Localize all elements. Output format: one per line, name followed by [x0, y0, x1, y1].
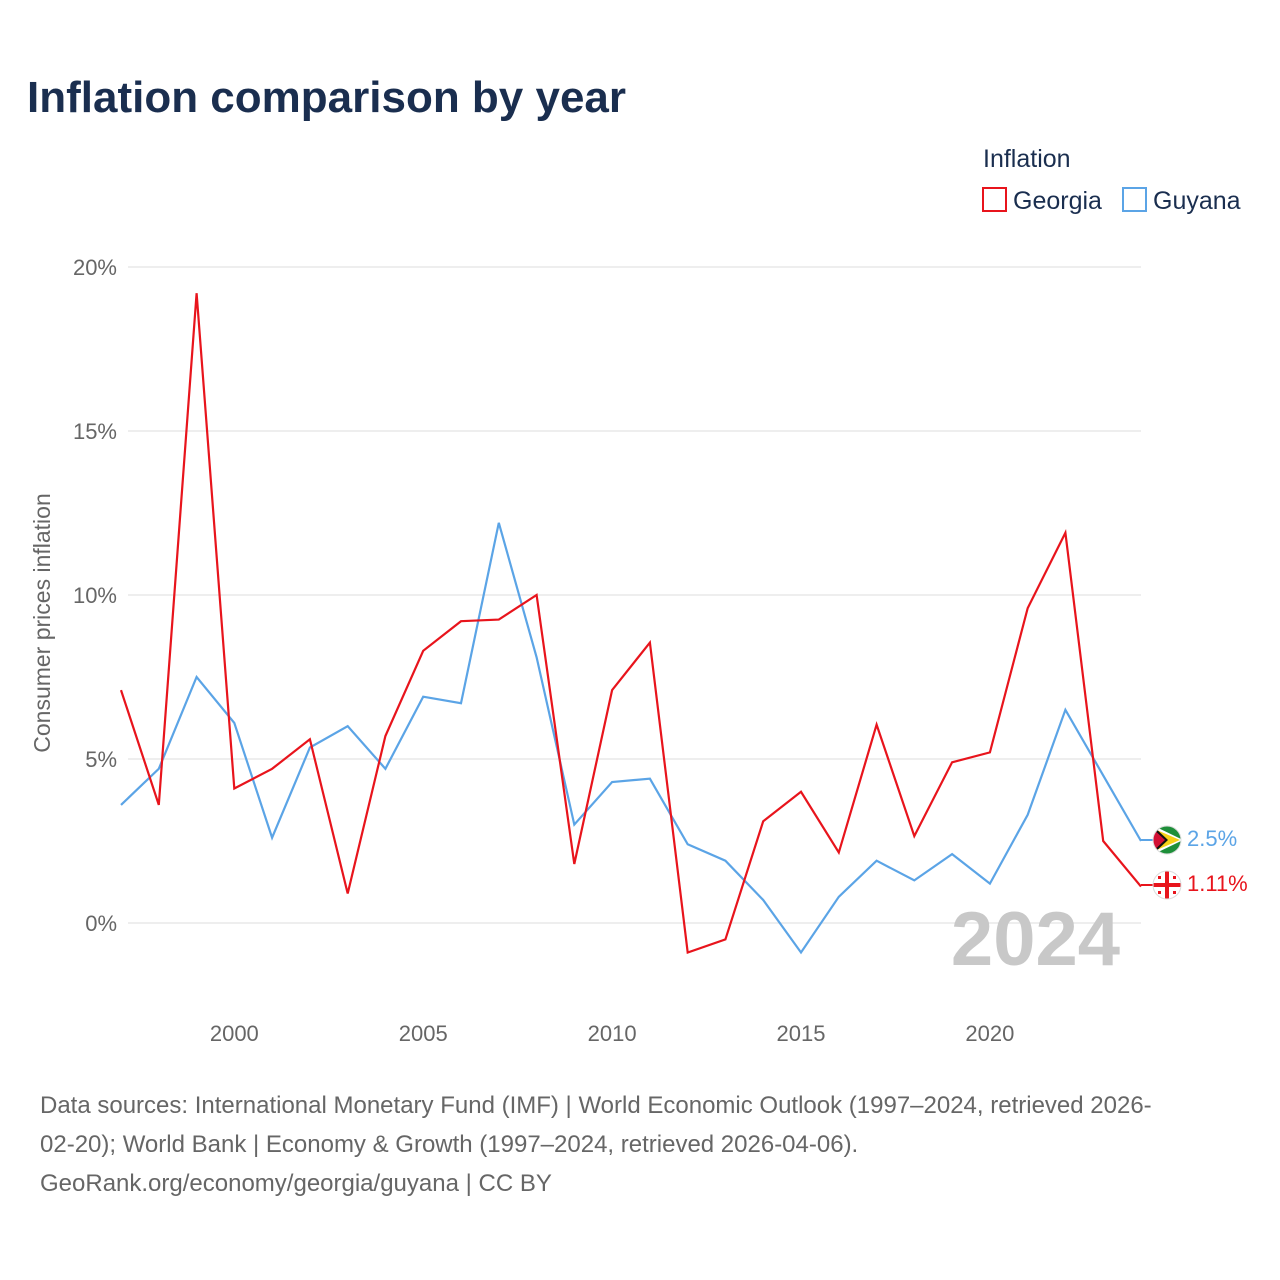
- x-tick-label: 2005: [399, 1021, 448, 1046]
- year-watermark: 2024: [951, 897, 1120, 982]
- y-tick-label: 0%: [85, 911, 117, 936]
- chart-title: Inflation comparison by year: [27, 73, 626, 122]
- guyana-flag-icon: [1152, 825, 1182, 855]
- legend-label-guyana[interactable]: Guyana: [1153, 187, 1241, 215]
- source-line-2: 02-20); World Bank | Economy & Growth (1…: [40, 1131, 858, 1158]
- source-line-1: Data sources: International Monetary Fun…: [40, 1092, 1152, 1119]
- legend-swatch-guyana[interactable]: [1122, 187, 1147, 212]
- georgia-flag-icon: [1152, 870, 1182, 900]
- series-line-georgia[interactable]: [119, 293, 1142, 954]
- guyana-end-label: 2.5%: [1187, 826, 1237, 851]
- gridlines: [128, 266, 1141, 924]
- georgia-end-label: 1.11%: [1187, 871, 1248, 896]
- x-tick-label: 2000: [210, 1021, 259, 1046]
- x-tick-label: 2015: [777, 1021, 826, 1046]
- x-tick-label: 2010: [588, 1021, 637, 1046]
- legend-label-georgia[interactable]: Georgia: [1013, 187, 1102, 215]
- series-lines: [119, 293, 1142, 955]
- source-line-3[interactable]: GeoRank.org/economy/georgia/guyana | CC …: [40, 1170, 552, 1197]
- georgia-end-marker: 1.11%: [1141, 870, 1248, 900]
- y-tick-label: 10%: [73, 583, 117, 608]
- guyana-end-marker: 2.5%: [1141, 825, 1237, 855]
- x-tick-label: 2020: [965, 1021, 1014, 1046]
- y-tick-label: 20%: [73, 255, 117, 280]
- y-tick-label: 5%: [85, 747, 117, 772]
- legend-title: Inflation: [983, 145, 1071, 173]
- legend: Inflation Georgia Guyana: [982, 145, 1241, 215]
- y-axis-ticks: 0% 5% 10% 15% 20%: [73, 255, 117, 936]
- y-axis-title: Consumer prices inflation: [29, 493, 55, 753]
- series-line-guyana[interactable]: [120, 522, 1142, 955]
- x-axis-ticks: 2000 2005 2010 2015 2020: [210, 1021, 1015, 1046]
- y-tick-label: 15%: [73, 419, 117, 444]
- legend-swatch-georgia[interactable]: [982, 187, 1007, 212]
